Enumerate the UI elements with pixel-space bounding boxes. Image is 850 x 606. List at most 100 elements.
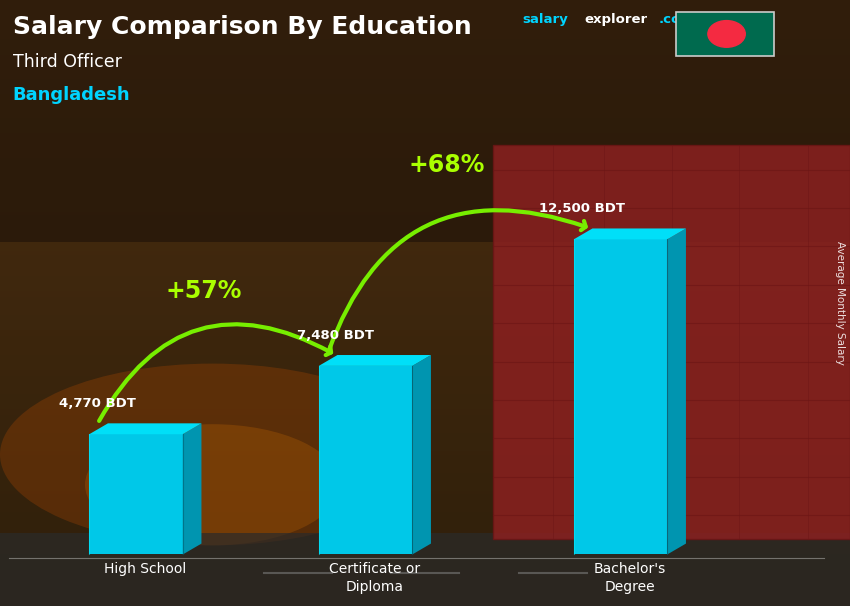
Bar [0,76,850,79]
Bar [0,64,850,67]
Bar [0,570,850,573]
Bar [0,579,850,582]
Bar [0,55,850,58]
Bar [0,215,850,218]
Bar [0,497,850,500]
Bar [0,176,850,179]
Bar [0,248,850,251]
Bar [493,145,850,539]
Bar [0,339,850,342]
Bar [0,327,850,330]
Bar [0,442,850,445]
Polygon shape [319,366,412,554]
Bar [0,385,850,388]
Text: salary: salary [523,13,569,26]
Text: Bachelor's
Degree: Bachelor's Degree [593,562,666,594]
Bar [0,324,850,327]
Bar [0,173,850,176]
Bar [0,433,850,436]
Bar [0,485,850,488]
Bar [0,473,850,476]
Bar [0,118,850,121]
Polygon shape [667,228,686,554]
Text: Average Monthly Salary: Average Monthly Salary [835,241,845,365]
Bar [0,503,850,506]
Bar [0,397,850,400]
Bar [0,388,850,391]
Bar [0,379,850,382]
Bar [0,582,850,585]
Bar [0,264,850,267]
Bar [0,73,850,76]
Bar [0,515,850,518]
Bar [0,261,850,264]
Bar [0,539,850,542]
Bar [0,527,850,530]
Bar [0,6,850,9]
Bar [0,461,850,464]
Polygon shape [89,435,183,554]
Bar [0,258,850,261]
Bar [0,454,850,458]
Bar [0,561,850,564]
Polygon shape [412,355,431,554]
Bar [0,500,850,503]
Bar [0,345,850,348]
Bar [0,415,850,418]
Bar [0,70,850,73]
Bar [0,27,850,30]
Bar [0,209,850,212]
Bar [0,148,850,152]
Bar [0,427,850,430]
Bar [0,109,850,112]
Bar [0,103,850,106]
Bar [0,167,850,170]
Bar [0,288,850,291]
Bar [0,0,850,242]
Bar [0,218,850,221]
Bar [0,412,850,415]
Bar [0,18,850,21]
Text: 12,500 BDT: 12,500 BDT [539,202,626,215]
Bar [0,91,850,94]
Bar [0,367,850,370]
Bar [0,312,850,315]
Bar [0,233,850,236]
Bar [0,364,850,367]
Polygon shape [89,424,201,435]
Bar [0,21,850,24]
Bar [0,197,850,200]
Bar [0,333,850,336]
Bar [0,479,850,482]
Bar [0,145,850,148]
Ellipse shape [0,364,425,545]
Bar [0,282,850,285]
Bar [0,554,850,558]
Bar [0,391,850,394]
Bar [0,30,850,33]
Bar [0,467,850,470]
Bar [0,355,850,358]
Bar [0,273,850,276]
Bar [0,24,850,27]
Bar [0,536,850,539]
Text: Certificate or
Diploma: Certificate or Diploma [329,562,421,594]
Ellipse shape [85,424,340,545]
Bar [0,242,850,245]
Bar [0,45,850,48]
Bar [0,97,850,100]
Bar [0,221,850,224]
Bar [0,291,850,294]
Bar [0,270,850,273]
Bar [0,509,850,512]
Bar [0,361,850,364]
Bar [0,482,850,485]
Bar [0,9,850,12]
Bar [0,309,850,312]
Bar [0,445,850,448]
Bar [0,158,850,161]
Bar [0,88,850,91]
Bar [0,200,850,203]
Bar [0,533,850,606]
Bar [0,533,850,536]
